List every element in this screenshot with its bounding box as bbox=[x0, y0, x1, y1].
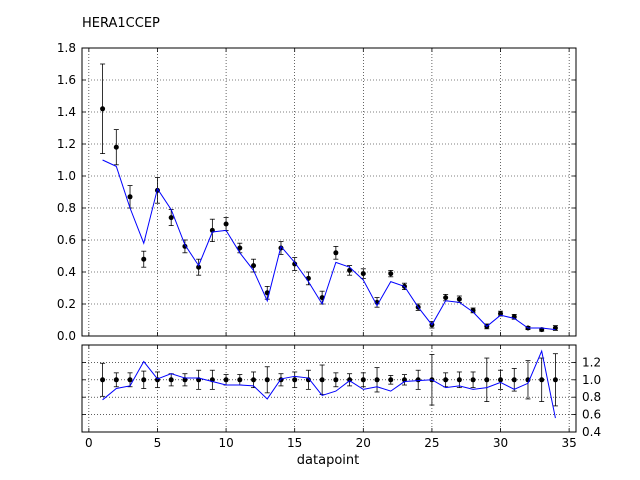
bottom-series bbox=[100, 349, 558, 419]
x-tick-label: 20 bbox=[356, 436, 371, 450]
bottom-y-tick-label: 1.2 bbox=[582, 355, 601, 369]
x-tick-label: 15 bbox=[287, 436, 302, 450]
top-theory-line bbox=[102, 159, 556, 331]
top-data-point bbox=[182, 243, 188, 249]
top-y-tick-label: 0.2 bbox=[57, 297, 76, 311]
bottom-data-point bbox=[237, 377, 243, 383]
top-y-tick-label: 0.6 bbox=[57, 233, 76, 247]
top-y-tick-label: 0.4 bbox=[57, 265, 76, 279]
bottom-y-tick-label: 0.4 bbox=[582, 425, 601, 439]
top-data-point bbox=[360, 271, 366, 277]
x-tick-label: 30 bbox=[493, 436, 508, 450]
bottom-data-point bbox=[552, 377, 558, 383]
top-data-point bbox=[168, 215, 174, 221]
top-data-point bbox=[388, 271, 394, 277]
top-data-point bbox=[100, 106, 106, 112]
top-series bbox=[100, 63, 558, 333]
bottom-data-point bbox=[292, 377, 298, 383]
bottom-data-point bbox=[168, 377, 174, 383]
bottom-y-tick-label: 0.8 bbox=[582, 390, 601, 404]
top-y-tick-label: 1.2 bbox=[57, 137, 76, 151]
top-data-point bbox=[292, 261, 298, 267]
top-data-point bbox=[141, 256, 147, 262]
bottom-data-point bbox=[456, 377, 462, 383]
x-axis-label: datapoint bbox=[296, 453, 360, 468]
bottom-data-point bbox=[319, 377, 325, 383]
top-data-point bbox=[498, 311, 504, 317]
bottom-data-point bbox=[374, 377, 380, 383]
bottom-axes-frame bbox=[81, 344, 577, 433]
top-y-tick-label: 1.0 bbox=[57, 169, 76, 183]
bottom-data-point bbox=[470, 377, 476, 383]
bottom-data-point bbox=[264, 377, 270, 383]
x-tick-label: 35 bbox=[561, 436, 576, 450]
bottom-grid bbox=[82, 345, 576, 433]
x-tick-label: 10 bbox=[218, 436, 233, 450]
bottom-data-point bbox=[360, 377, 366, 383]
bottom-data-point bbox=[223, 377, 229, 383]
chart-title: HERA1CCEP bbox=[82, 16, 160, 31]
x-tick-label: 5 bbox=[154, 436, 162, 450]
bottom-data-point bbox=[443, 377, 449, 383]
x-tick-label: 0 bbox=[85, 436, 93, 450]
top-y-tick-label: 1.4 bbox=[57, 105, 76, 119]
top-y-tick-label: 1.6 bbox=[57, 73, 76, 87]
top-data-point bbox=[196, 264, 202, 270]
top-y-tick-label: 0.8 bbox=[57, 201, 76, 215]
top-y-tick-label: 0.0 bbox=[57, 329, 76, 343]
top-data-point bbox=[251, 263, 257, 269]
bottom-data-point bbox=[484, 377, 490, 383]
top-data-point bbox=[333, 250, 339, 256]
bottom-data-point bbox=[113, 377, 119, 383]
bottom-data-point bbox=[100, 377, 106, 383]
bottom-data-point bbox=[539, 377, 545, 383]
bottom-data-point bbox=[141, 377, 147, 383]
bottom-data-point bbox=[498, 377, 504, 383]
bottom-data-point bbox=[127, 377, 133, 383]
bottom-y-tick-label: 0.6 bbox=[582, 408, 601, 422]
top-data-point bbox=[223, 221, 229, 227]
bottom-data-point bbox=[388, 377, 394, 383]
top-axes-frame bbox=[81, 47, 577, 337]
bottom-data-point bbox=[511, 377, 517, 383]
top-data-point bbox=[127, 194, 133, 200]
top-y-tick-label: 1.8 bbox=[57, 41, 76, 55]
top-data-point bbox=[113, 144, 119, 150]
x-tick-label: 25 bbox=[424, 436, 439, 450]
top-data-point bbox=[443, 295, 449, 301]
bottom-data-point bbox=[333, 377, 339, 383]
top-data-point bbox=[347, 267, 353, 273]
top-data-point bbox=[456, 296, 462, 302]
bottom-data-point bbox=[305, 377, 311, 383]
bottom-ticks: 0 5 10 15 20 25 30 35 0.4 0.6 0.8 1.0 1.2 bbox=[82, 345, 601, 450]
top-ticks: 0.0 0.2 0.4 0.6 0.8 1.0 1.2 1.4 1.6 1.8 bbox=[57, 41, 576, 343]
bottom-data-point bbox=[415, 377, 421, 383]
bottom-data-point bbox=[251, 377, 257, 383]
bottom-theory-line bbox=[102, 349, 556, 419]
bottom-y-tick-label: 1.0 bbox=[582, 373, 601, 387]
top-data-point bbox=[237, 245, 243, 251]
